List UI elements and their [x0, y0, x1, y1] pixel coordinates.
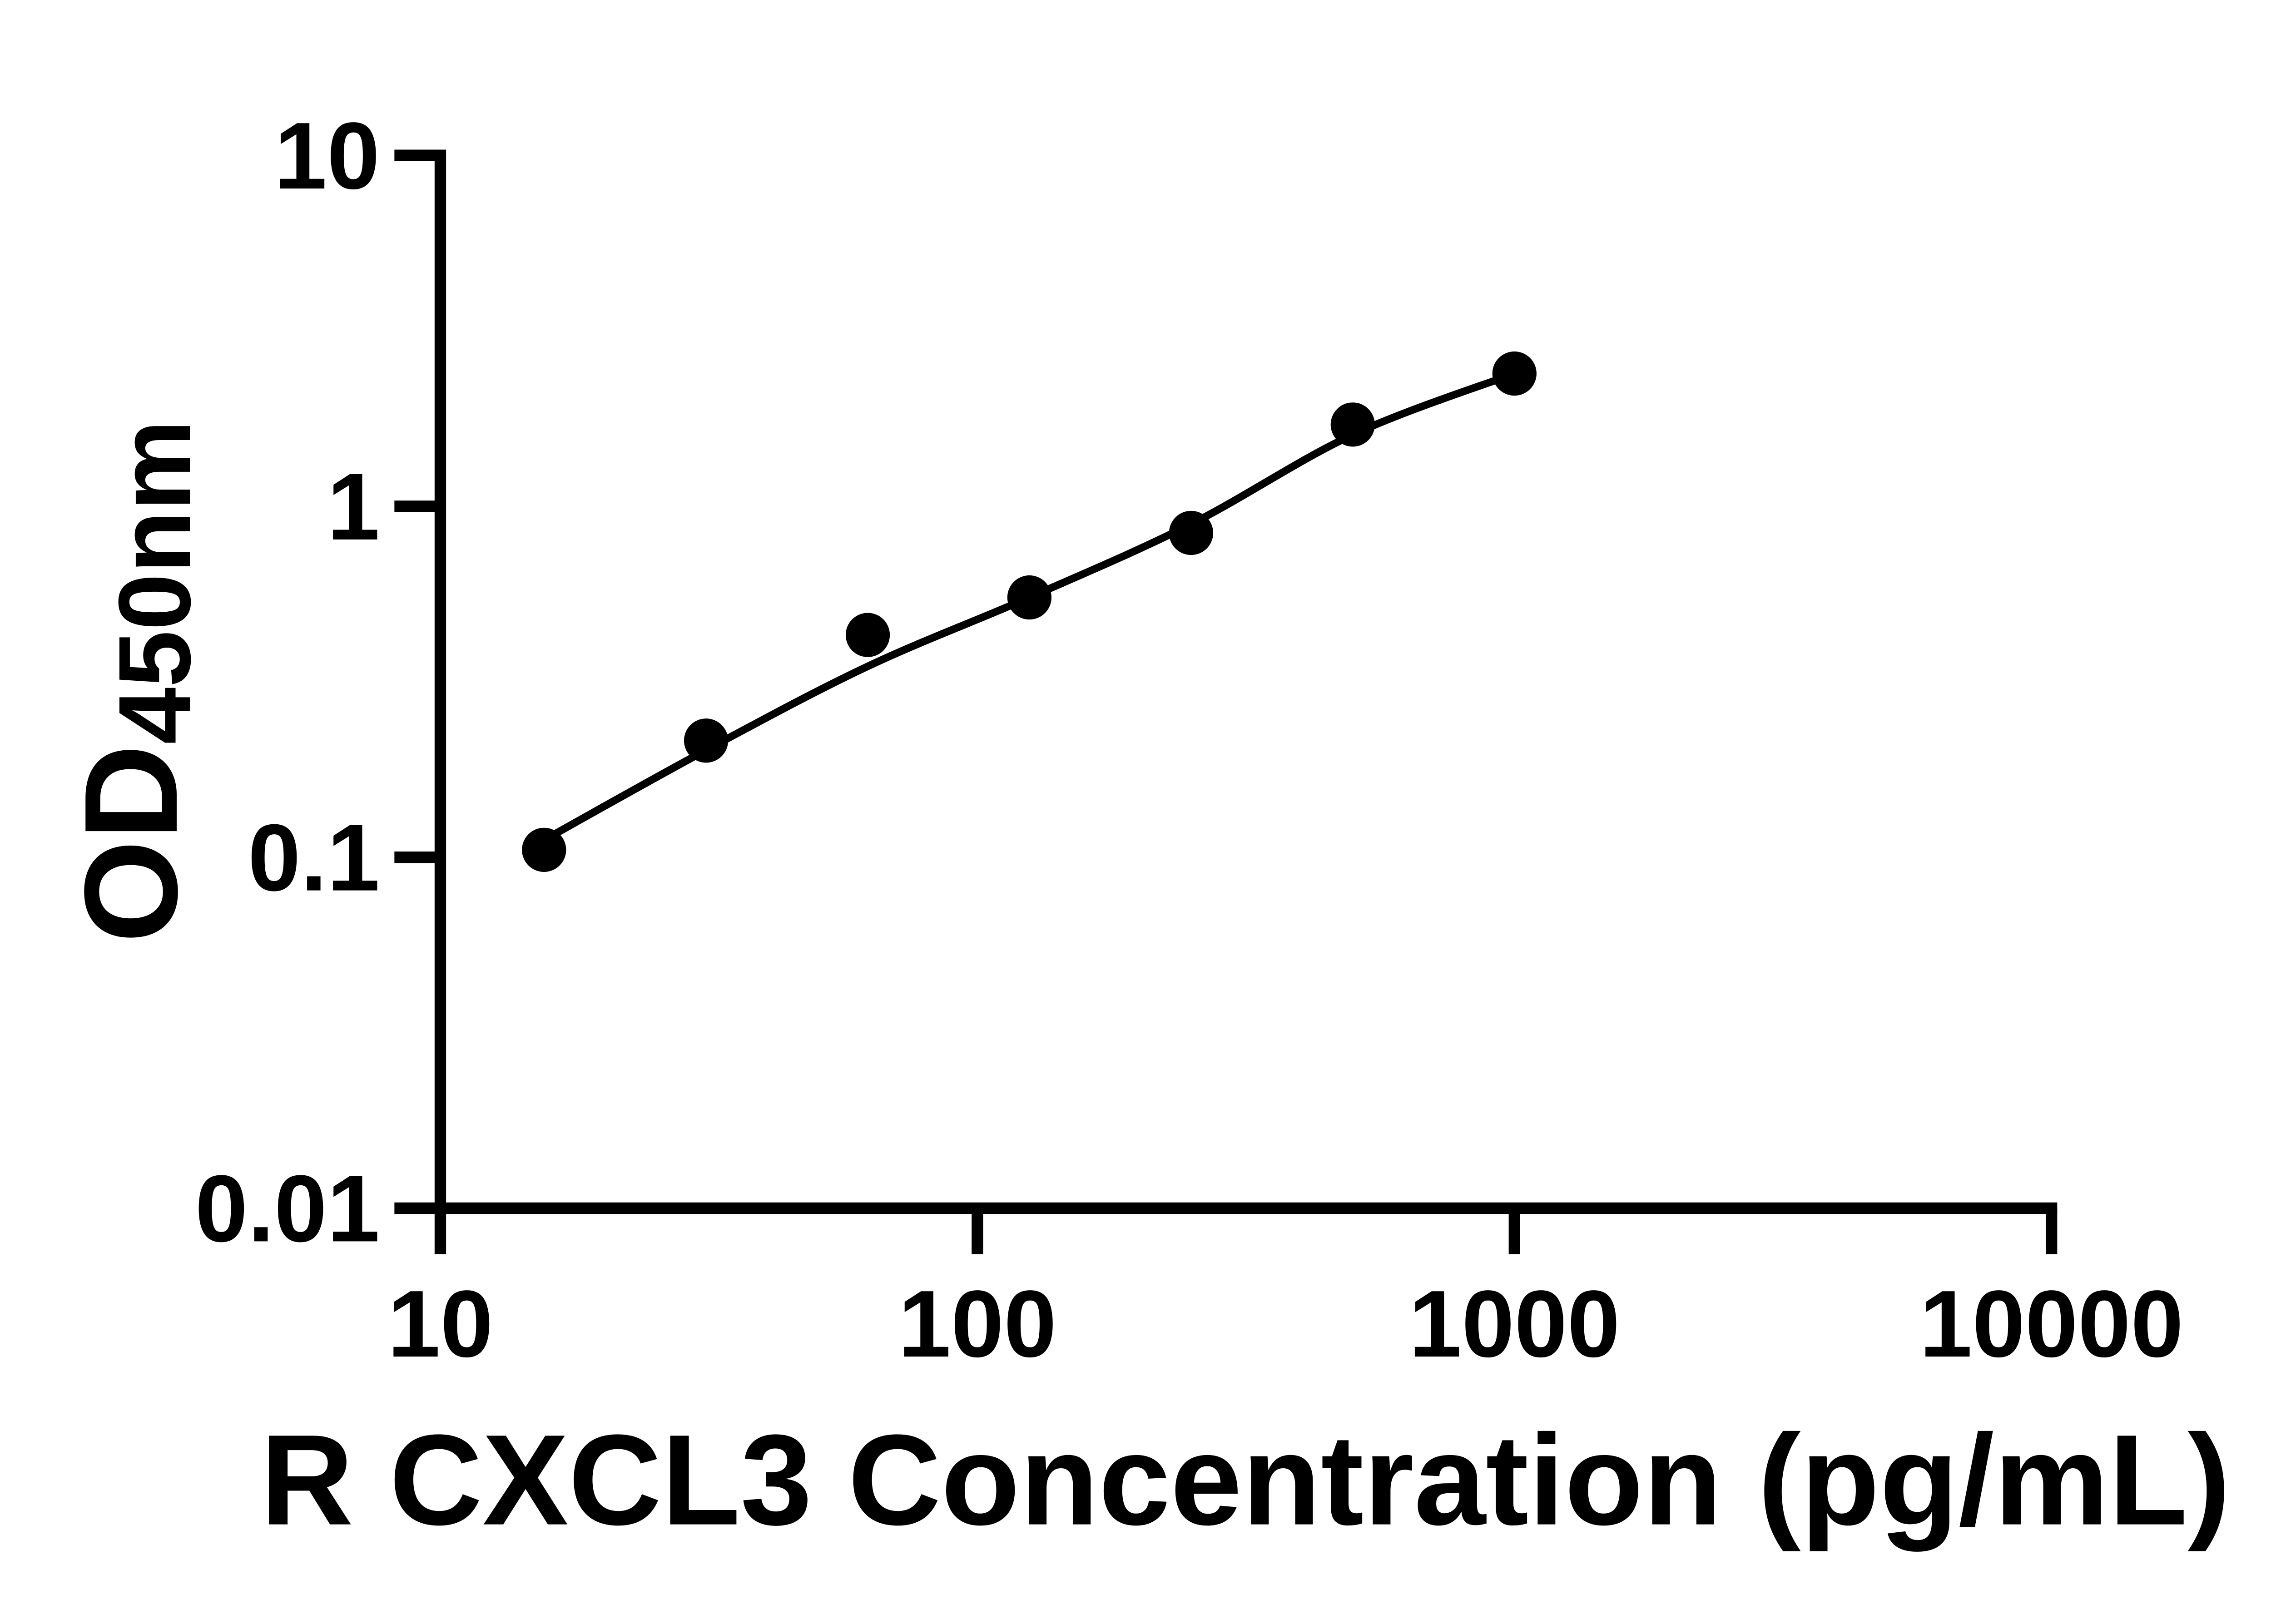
x-axis-title: R CXCL3 Concentration (pg/mL) [260, 1408, 2231, 1553]
y-tick-label: 0.01 [195, 1156, 380, 1262]
standard-curve-figure: 10 1 0.1 0.01 10 100 1000 10000 R CXCL3 Concent… [56, 103, 2231, 1553]
data-point [1007, 575, 1052, 620]
data-point [684, 718, 729, 763]
data-point [1169, 510, 1214, 555]
x-tick-label: 10000 [1919, 1271, 2183, 1377]
series-layer [522, 351, 1537, 872]
y-tick-label: 10 [274, 103, 380, 209]
data-point [845, 613, 890, 657]
x-tick-label: 10 [387, 1271, 493, 1377]
y-axis-title-main: OD [57, 744, 205, 943]
x-tick-label: 100 [898, 1271, 1056, 1377]
data-point [1492, 351, 1537, 396]
y-axis-title: OD450nm [57, 420, 212, 943]
y-axis-title-subscript: 450nm [97, 420, 212, 744]
data-point [522, 827, 566, 872]
y-tick-label: 0.1 [248, 805, 380, 911]
x-tick-label: 1000 [1409, 1271, 1620, 1377]
data-point [1330, 402, 1375, 447]
y-tick-label: 1 [327, 454, 380, 560]
